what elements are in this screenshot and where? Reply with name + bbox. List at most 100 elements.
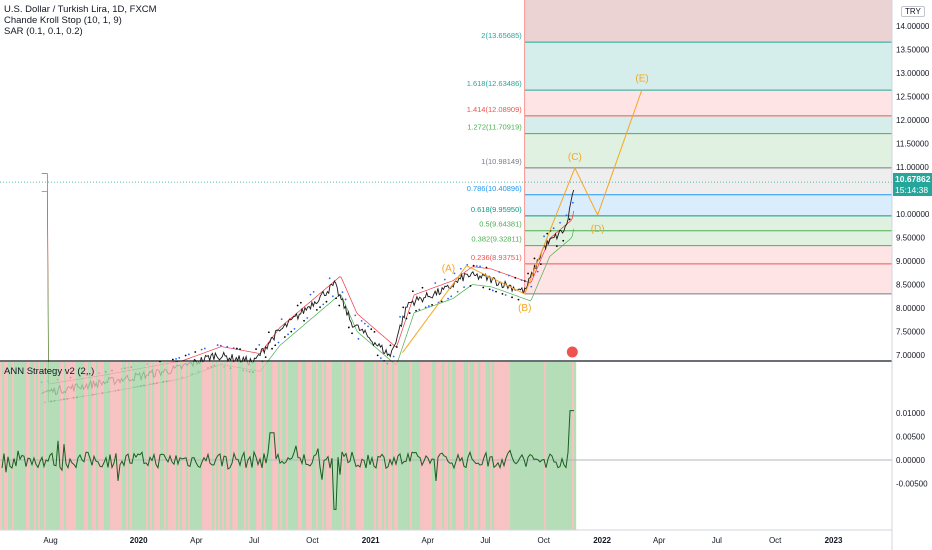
sar-dot	[527, 272, 529, 275]
ann-signal-stripe	[482, 362, 485, 530]
price-axis-tick: 11.00000	[896, 163, 929, 172]
ann-signal-stripe	[554, 362, 557, 530]
ann-signal-stripe	[562, 362, 565, 530]
ann-signal-stripe	[418, 362, 421, 530]
ann-signal-stripe	[28, 362, 31, 530]
ann-signal-stripe	[542, 362, 545, 530]
ann-signal-stripe	[446, 362, 449, 530]
fib-level-label: 0.786(10.40896)	[467, 184, 523, 193]
ann-signal-stripe	[88, 362, 91, 530]
ann-signal-stripe	[544, 362, 547, 530]
ann-signal-stripe	[510, 362, 513, 530]
price-axis-tick: 11.50000	[896, 140, 929, 149]
ann-signal-stripe	[394, 362, 397, 530]
sar-dot	[399, 315, 401, 318]
sar-dot	[379, 357, 382, 360]
ann-signal-stripe	[406, 362, 409, 530]
ann-signal-stripe	[238, 362, 241, 530]
sar-dot	[322, 303, 325, 306]
ann-signal-stripe	[466, 362, 469, 530]
sar-dot	[312, 290, 315, 293]
sar-dot	[498, 271, 501, 273]
ann-signal-stripe	[276, 362, 279, 530]
ann-signal-stripe	[506, 362, 509, 530]
sar-dot	[511, 296, 513, 299]
ann-signal-stripe	[76, 362, 79, 530]
ann-signal-stripe	[16, 362, 19, 530]
ann-signal-stripe	[100, 362, 103, 530]
fib-zone	[524, 263, 892, 294]
ann-signal-stripe	[74, 362, 77, 530]
fib-zone	[524, 90, 892, 116]
ann-signal-stripe	[500, 362, 503, 530]
ann-signal-stripe	[484, 362, 487, 530]
ann-signal-stripe	[0, 362, 3, 530]
sar-dot	[331, 295, 334, 298]
ann-signal-stripe	[368, 362, 371, 530]
ann-signal-stripe	[166, 362, 169, 530]
ann-signal-stripe	[14, 362, 17, 530]
ann-signal-stripe	[552, 362, 555, 530]
sar-legend[interactable]: SAR (0.1, 0.1, 0.2)	[4, 26, 83, 37]
ann-signal-stripe	[364, 362, 367, 530]
ann-signal-stripe	[80, 362, 83, 530]
sar-dot	[424, 306, 427, 309]
price-axis-tick: 7.00000	[896, 351, 925, 360]
sar-dot	[271, 347, 273, 350]
sar-dot	[235, 347, 238, 350]
fib-level-label: 2(13.65685)	[481, 31, 522, 40]
sar-dot	[415, 309, 417, 312]
sar-dot	[363, 322, 366, 325]
sar-dot	[277, 341, 280, 344]
sar-dot	[319, 306, 321, 309]
ann-signal-stripe	[208, 362, 211, 530]
symbol-title[interactable]: U.S. Dollar / Turkish Lira, 1D, FXCM	[4, 4, 157, 15]
fib-level-label: 1(10.98149)	[481, 157, 522, 166]
ann-signal-stripe	[302, 362, 305, 530]
sar-dot	[389, 344, 392, 347]
sar-dot	[440, 300, 443, 303]
ann-signal-stripe	[456, 362, 459, 530]
sar-dot	[472, 264, 475, 267]
ann-signal-stripe	[462, 362, 465, 530]
ann-signal-stripe	[430, 362, 433, 530]
ann-signal-stripe	[188, 362, 191, 530]
ann-signal-stripe	[474, 362, 477, 530]
sar-dot	[520, 279, 523, 281]
fib-zone-top	[524, 0, 892, 43]
ann-signal-stripe	[534, 362, 537, 530]
sar-dot	[219, 344, 222, 347]
ann-signal-stripe	[314, 362, 317, 530]
sar-dot	[555, 245, 558, 248]
ann-signal-stripe	[414, 362, 417, 530]
ann-signal-stripe	[112, 362, 115, 530]
sar-dot	[194, 351, 197, 353]
ann-signal-stripe	[508, 362, 511, 530]
ann-signal-stripe	[60, 362, 63, 530]
ann-signal-stripe	[258, 362, 261, 530]
ann-signal-stripe	[284, 362, 287, 530]
ann-strategy-title[interactable]: ANN Strategy v2 (2,.)	[4, 366, 95, 377]
ann-signal-stripe	[2, 362, 5, 530]
sar-dot	[293, 327, 296, 330]
time-axis-tick: Apr	[422, 536, 435, 545]
currency-badge[interactable]: TRY	[901, 6, 925, 17]
ann-signal-stripe	[42, 362, 45, 530]
sar-dot	[373, 331, 376, 333]
ann-signal-stripe	[306, 362, 309, 530]
ann-signal-stripe	[310, 362, 313, 530]
ann-signal-stripe	[138, 362, 141, 530]
chande-kroll-legend[interactable]: Chande Kroll Stop (10, 1, 9)	[4, 15, 122, 26]
ann-signal-stripe	[50, 362, 53, 530]
ann-signal-stripe	[332, 362, 335, 530]
sar-dot	[539, 263, 542, 266]
ann-signal-stripe	[416, 362, 419, 530]
time-axis-tick: Jul	[712, 536, 722, 545]
sar-dot	[335, 297, 337, 300]
ann-signal-stripe	[290, 362, 293, 530]
ann-signal-stripe	[346, 362, 349, 530]
price-axis-tick: 14.00000	[896, 22, 930, 31]
ann-signal-stripe	[36, 362, 39, 530]
sar-dot	[344, 298, 347, 301]
ann-signal-stripe	[404, 362, 407, 530]
